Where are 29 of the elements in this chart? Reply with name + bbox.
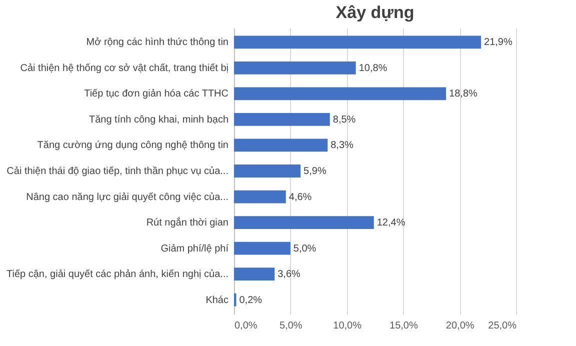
y-tick-label: Mở rộng các hình thức thông tin <box>86 37 228 48</box>
data-label: 18,8% <box>449 88 478 100</box>
x-tick-label: 25,0% <box>488 320 517 332</box>
chart-title: Xây dựng <box>336 3 414 22</box>
data-label: 21,9% <box>484 37 512 48</box>
data-label: 4,6% <box>288 192 312 203</box>
y-tick-label: Rút ngắn thời gian <box>146 216 228 229</box>
x-tick-label: 15,0% <box>390 320 418 332</box>
y-tick-label: Giảm phí/lệ phí <box>160 243 229 254</box>
x-tick-label: 5,0% <box>280 320 302 332</box>
data-label: 0,2% <box>239 294 262 306</box>
y-tick-label: Cải thiện thái độ giao tiếp, tinh thần phục vụ của... <box>6 166 228 177</box>
y-tick-label: Nâng cao năng lực giải quyết công việc của... <box>26 192 228 203</box>
y-tick-label: Tiếp cận, giải quyết các phản ánh, kiến nghị của... <box>6 269 228 280</box>
y-tick-label: Tiếp tục đơn giản hóa các TTHC <box>84 88 228 100</box>
data-label: 8,5% <box>332 114 356 126</box>
data-label: 12,4% <box>376 218 406 229</box>
y-tick-label: Tăng cường ứng dụng công nghệ thông tin <box>37 140 228 152</box>
data-label: 3,6% <box>278 269 301 280</box>
x-tick-label: 10,0% <box>333 320 362 332</box>
data-label: 10,8% <box>358 62 388 74</box>
y-tick-label: Khác <box>206 294 228 306</box>
x-tick-label: 20,0% <box>446 320 474 332</box>
data-label: 5,0% <box>293 243 316 254</box>
x-tick-label: 0,0% <box>234 320 258 332</box>
y-tick-label: Tăng tính công khai, minh bạch <box>88 114 228 126</box>
data-label: 5,9% <box>304 166 326 177</box>
data-label: 8,3% <box>330 140 354 152</box>
y-tick-label: Cải thiện hệ thống cơ sở vật chất, trang thiết bị <box>20 62 228 74</box>
